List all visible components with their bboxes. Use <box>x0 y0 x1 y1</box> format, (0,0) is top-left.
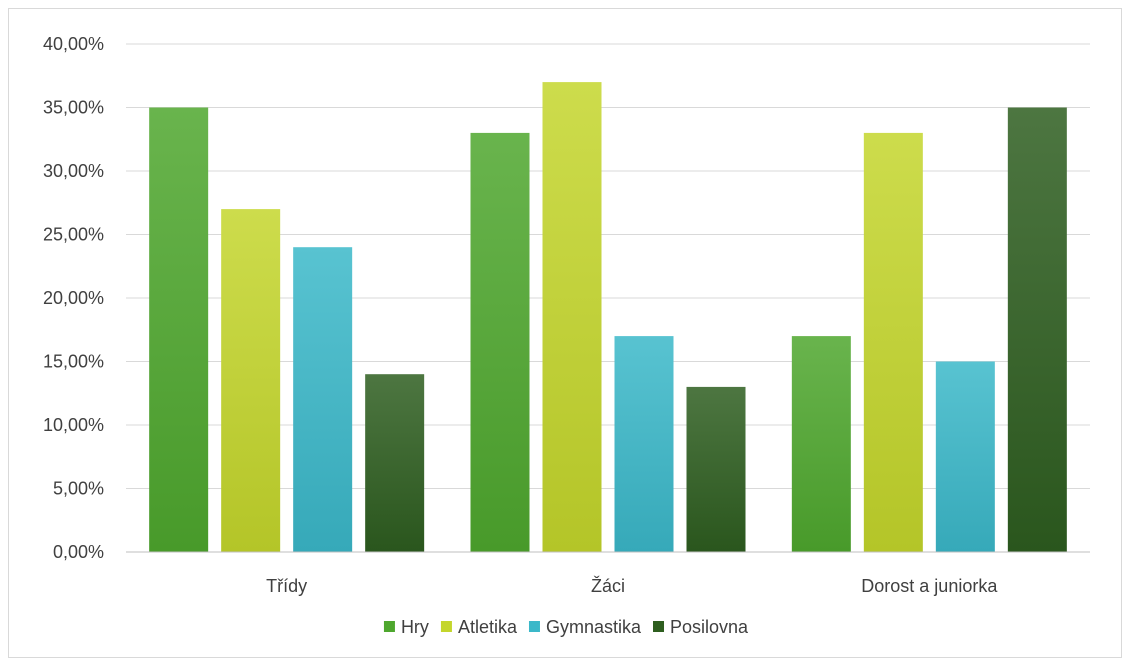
legend-swatch-atletika <box>440 621 452 632</box>
y-tick-label: 40,00% <box>43 34 104 54</box>
category-label: Třídy <box>266 576 307 596</box>
bar-atletika-1 <box>542 82 602 552</box>
bar-hry-2 <box>791 336 851 552</box>
y-tick-label: 35,00% <box>43 98 104 118</box>
bar-atletika-2 <box>863 132 923 552</box>
bar-gymnastika-2 <box>935 361 995 552</box>
category-label: Dorost a juniorka <box>861 576 998 596</box>
y-tick-label: 15,00% <box>43 352 104 372</box>
category-labels: Třídy Žáci Dorost a juniorka <box>266 576 998 596</box>
legend-label-hry: Hry <box>401 617 429 637</box>
y-tick-label: 20,00% <box>43 288 104 308</box>
legend-swatch-hry <box>383 621 395 632</box>
bar-gymnastika-1 <box>614 336 674 552</box>
bar-posilovna-0 <box>365 374 425 552</box>
y-tick-label: 0,00% <box>53 542 104 562</box>
legend: Hry Atletika Gymnastika Posilovna <box>383 617 749 637</box>
legend-label-atletika: Atletika <box>458 617 518 637</box>
bar-atletika-0 <box>221 209 281 552</box>
bar-posilovna-2 <box>1007 107 1067 552</box>
bars <box>149 82 1067 552</box>
category-label: Žáci <box>591 576 625 596</box>
y-tick-label: 5,00% <box>53 479 104 499</box>
bar-hry-1 <box>470 132 530 552</box>
y-tick-label: 25,00% <box>43 225 104 245</box>
legend-label-gymnastika: Gymnastika <box>546 617 642 637</box>
bar-gymnastika-0 <box>293 247 353 552</box>
gridlines <box>126 43 1090 489</box>
legend-swatch-posilovna <box>653 621 665 632</box>
legend-swatch-gymnastika <box>528 621 540 632</box>
bar-hry-0 <box>149 107 209 552</box>
bar-posilovna-1 <box>686 386 746 552</box>
legend-label-posilovna: Posilovna <box>670 617 749 637</box>
y-tick-label: 10,00% <box>43 415 104 435</box>
y-tick-label: 30,00% <box>43 161 104 181</box>
y-axis-tick-labels: 0,00% 5,00% 10,00% 15,00% 20,00% 25,00% 30,00%… <box>43 34 104 562</box>
